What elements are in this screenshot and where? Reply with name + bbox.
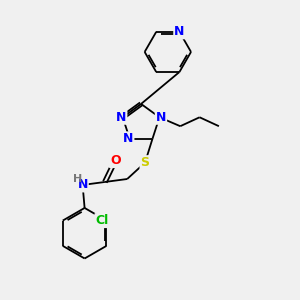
Text: Cl: Cl [95, 214, 109, 227]
Text: N: N [116, 111, 126, 124]
Text: N: N [77, 178, 88, 191]
Text: N: N [123, 132, 134, 146]
Text: O: O [110, 154, 121, 167]
Text: N: N [156, 111, 166, 124]
Text: H: H [73, 174, 82, 184]
Text: S: S [140, 156, 149, 169]
Text: N: N [174, 25, 184, 38]
